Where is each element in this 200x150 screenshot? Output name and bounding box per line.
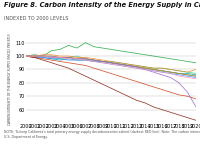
Y-axis label: CARBON INTENSITY OF THE ENERGY SUPPLY (MtCO2 PER BTU): CARBON INTENSITY OF THE ENERGY SUPPLY (M… xyxy=(8,34,12,125)
Text: NOTE: To keep California's total primary energy supply decarbonization salient (: NOTE: To keep California's total primary… xyxy=(4,130,200,139)
Text: INDEXED TO 2000 LEVELS: INDEXED TO 2000 LEVELS xyxy=(4,16,68,21)
Text: Figure 8. Carbon Intensity of the Energy Supply in California and Other States: Figure 8. Carbon Intensity of the Energy… xyxy=(4,2,200,8)
